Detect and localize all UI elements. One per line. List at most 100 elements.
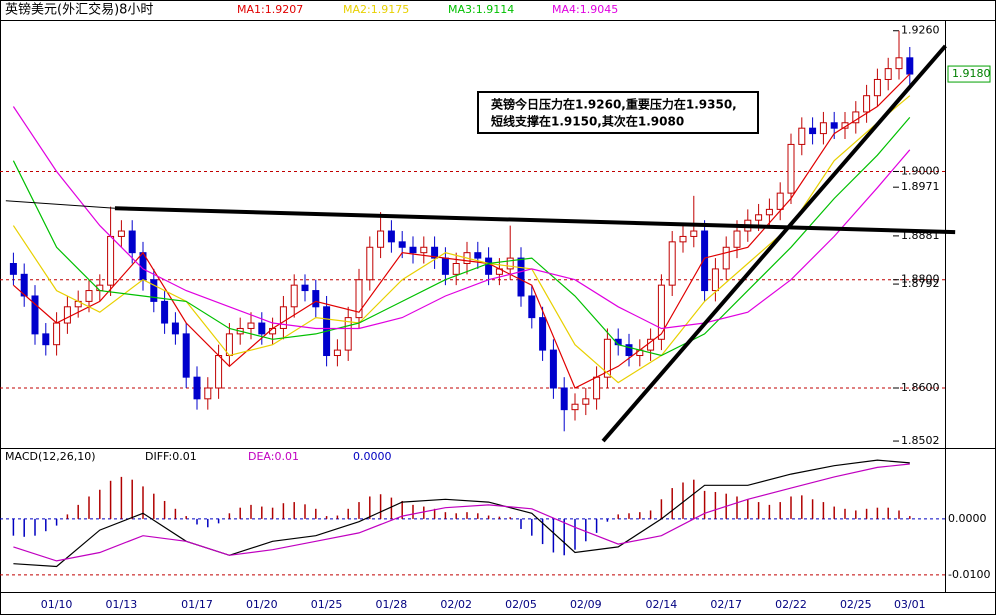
candle-body xyxy=(895,57,903,70)
candle-body xyxy=(701,230,709,292)
candle-body xyxy=(258,322,266,335)
candle-body xyxy=(31,295,39,335)
candle-body xyxy=(107,235,115,286)
candle-body xyxy=(539,317,547,351)
x-tick-label: 01/13 xyxy=(106,598,138,611)
x-tick-label: 01/28 xyxy=(376,598,408,611)
candle-body xyxy=(528,295,536,319)
candle-body xyxy=(733,230,741,248)
candle-body xyxy=(506,257,514,270)
candle-body xyxy=(884,68,892,80)
candle-body xyxy=(582,398,590,405)
candle-body xyxy=(690,230,698,237)
candle-body xyxy=(906,57,914,75)
candle-body xyxy=(85,290,93,302)
chart-title: 英镑美元(外汇交易)8小时 xyxy=(5,2,153,18)
candle-body xyxy=(452,263,460,275)
candle-body xyxy=(301,284,309,292)
candle-body xyxy=(193,376,201,400)
candle-body xyxy=(42,333,50,346)
y-tick-label: 1.9260 xyxy=(901,24,940,37)
legend-entry: MA4:1.9045 xyxy=(552,3,618,16)
candle-body xyxy=(765,208,773,216)
y-tick-label: 1.8971 xyxy=(901,180,940,193)
candle-body xyxy=(809,127,817,135)
candle-body xyxy=(20,273,28,297)
x-tick-label: 01/10 xyxy=(41,598,73,611)
candle-body xyxy=(560,387,568,411)
candle-body xyxy=(420,246,428,254)
y-tick-label: 1.8600 xyxy=(901,381,940,394)
candle-body xyxy=(366,246,374,281)
candle-body xyxy=(161,300,169,324)
candle-body xyxy=(344,317,352,351)
trend-line xyxy=(114,206,956,235)
legend-entry: MA2:1.9175 xyxy=(343,3,409,16)
y-tick-label: -0.0100 xyxy=(948,568,990,581)
candle-body xyxy=(312,290,320,308)
candle-body xyxy=(128,230,136,254)
legend-entry: MA1:1.9207 xyxy=(237,3,303,16)
x-tick-label: 02/02 xyxy=(440,598,472,611)
candle-body xyxy=(355,279,363,319)
candle-body xyxy=(53,322,61,346)
candle-body xyxy=(9,263,17,275)
candle-body xyxy=(776,192,784,210)
y-tick-label: 1.8800 xyxy=(901,273,940,286)
candle-body xyxy=(863,95,871,113)
macd-line xyxy=(13,463,910,562)
candle-body xyxy=(798,127,806,145)
candle-body xyxy=(377,230,385,248)
candle-body xyxy=(409,246,417,254)
candle-body xyxy=(63,306,71,324)
candle-body xyxy=(182,333,190,378)
x-tick-label: 02/14 xyxy=(646,598,678,611)
candle-body xyxy=(474,252,482,259)
x-tick-label: 01/17 xyxy=(181,598,213,611)
candle-body xyxy=(711,268,719,292)
y-tick-label: 1.9000 xyxy=(901,164,940,177)
x-tick-label: 02/05 xyxy=(505,598,537,611)
legend-entry: MA3:1.9114 xyxy=(448,3,514,16)
candle-body xyxy=(398,241,406,248)
candle-body xyxy=(279,306,287,329)
candle-body xyxy=(333,349,341,357)
annotation-box xyxy=(477,91,759,134)
ma-line xyxy=(12,106,911,330)
x-tick-label: 01/25 xyxy=(311,598,343,611)
y-tick-label: 1.8502 xyxy=(901,434,940,447)
candle-body xyxy=(247,322,255,329)
annotation-text: 短线支撑在1.9150,其次在1.9080 xyxy=(491,114,684,129)
candle-body xyxy=(387,230,395,243)
macd-line xyxy=(13,459,910,568)
candle-body xyxy=(517,257,525,297)
legend-entry: DIFF:0.01 xyxy=(145,450,197,463)
candle-body xyxy=(755,214,763,221)
candle-body xyxy=(571,403,579,411)
x-tick-label: 02/22 xyxy=(775,598,807,611)
ma-line xyxy=(12,95,911,384)
candle-body xyxy=(679,235,687,243)
y-tick-label: 0.0000 xyxy=(948,512,987,525)
x-tick-label: 02/09 xyxy=(570,598,602,611)
candle-body xyxy=(204,387,212,400)
candle-body xyxy=(819,122,827,135)
last-price-box xyxy=(947,65,991,83)
ma-line xyxy=(12,117,911,357)
x-tick-label: 02/25 xyxy=(840,598,872,611)
candle-body xyxy=(722,246,730,270)
candle-body xyxy=(171,322,179,335)
last-price-label: 1.9180 xyxy=(952,67,991,80)
trend-line xyxy=(5,200,115,209)
candle-body xyxy=(549,349,557,389)
ma-line xyxy=(13,73,911,389)
y-tick-label: 1.8792 xyxy=(901,277,940,290)
annotation-text: 英镑今日压力在1.9260,重要压力在1.9350, xyxy=(491,97,737,112)
candle-body xyxy=(431,246,439,259)
x-tick-label: 02/17 xyxy=(710,598,742,611)
candle-body xyxy=(441,257,449,275)
legend-entry: 0.0000 xyxy=(353,450,392,463)
candle-body xyxy=(787,143,795,194)
candle-body xyxy=(830,122,838,129)
